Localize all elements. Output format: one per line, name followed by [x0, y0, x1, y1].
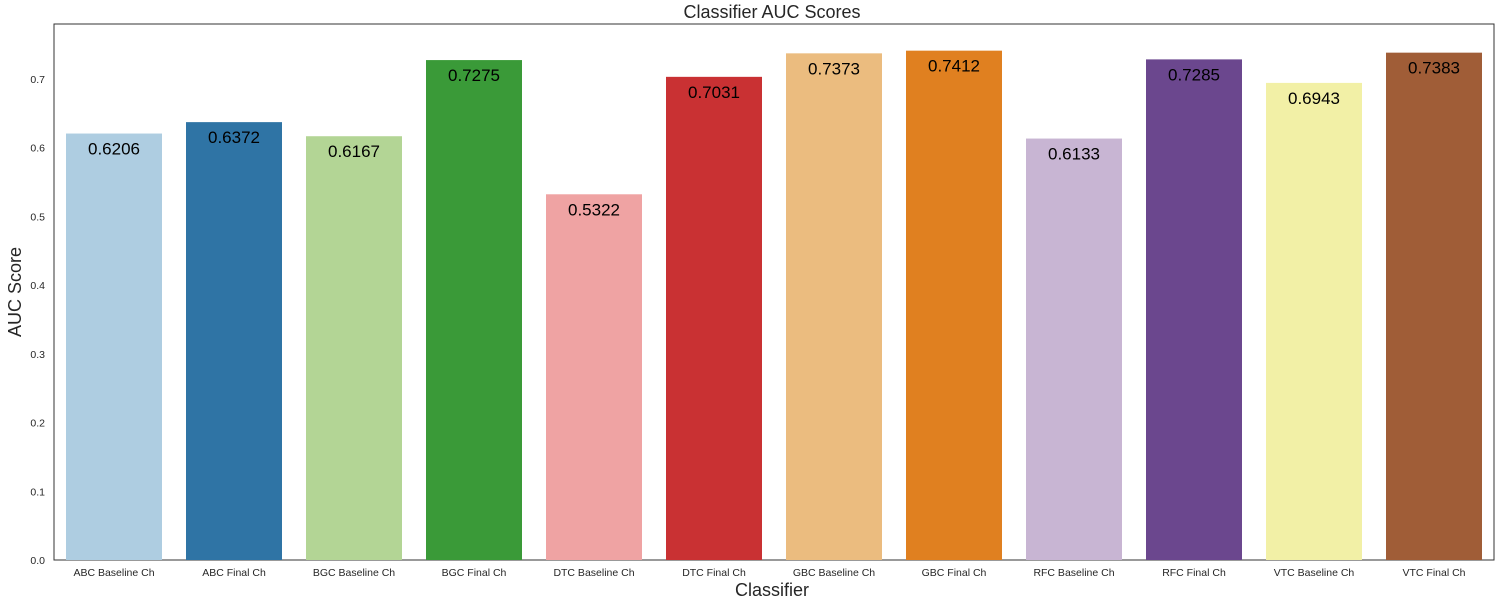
data-labels-group: 0.6206 0.6372 0.6167 0.7275 0.5322 0.7031 0.73…	[88, 57, 1460, 220]
bar-value-label: 0.7285	[1168, 65, 1220, 84]
y-tick-label: 0.6	[30, 143, 45, 155]
bars-group	[66, 50, 1482, 561]
bar	[426, 60, 522, 560]
y-tick-label: 0.2	[30, 418, 45, 430]
x-tick-label: VTC Final Ch	[1402, 567, 1465, 579]
bar-value-label: 0.7275	[448, 66, 500, 85]
chart-title: Classifier AUC Scores	[683, 2, 860, 22]
x-tick-label: DTC Baseline Ch	[553, 567, 634, 579]
x-tick-label: GBC Baseline Ch	[793, 567, 875, 579]
bar	[186, 122, 282, 560]
bar	[1386, 52, 1482, 560]
bar	[1146, 59, 1242, 561]
bar-value-label: 0.5322	[568, 200, 620, 219]
bar	[1266, 82, 1362, 560]
x-axis-label: Classifier	[735, 580, 809, 600]
x-tick-label: ABC Final Ch	[202, 567, 266, 579]
x-tick-label: BGC Baseline Ch	[313, 567, 395, 579]
plot-frame	[53, 23, 1495, 561]
bar	[546, 194, 642, 560]
bar	[66, 133, 162, 560]
y-tick-label: 0.3	[30, 349, 45, 361]
bar-value-label: 0.6943	[1288, 89, 1340, 108]
bar-value-label: 0.6206	[88, 140, 140, 159]
bar-value-label: 0.7383	[1408, 59, 1460, 78]
x-tick-label: VTC Baseline Ch	[1274, 567, 1355, 579]
y-axis-label: AUC Score	[5, 247, 25, 337]
bar-value-label: 0.7031	[688, 83, 740, 102]
x-tick-label: RFC Baseline Ch	[1033, 567, 1114, 579]
y-tick-label: 0.4	[30, 280, 45, 292]
bar-value-label: 0.6372	[208, 128, 260, 147]
bar-value-label: 0.7412	[928, 57, 980, 76]
bar-value-label: 0.7373	[808, 59, 860, 78]
y-tick-label: 0.0	[30, 555, 45, 567]
bar-value-label: 0.6167	[328, 142, 380, 161]
y-axis-ticks: 0.0 0.1 0.2 0.3 0.4 0.5 0.6 0.7	[30, 74, 45, 567]
bar	[306, 136, 402, 560]
bar-value-label: 0.6133	[1048, 145, 1100, 164]
x-tick-label: GBC Final Ch	[922, 567, 987, 579]
bar	[786, 53, 882, 561]
y-tick-label: 0.5	[30, 211, 45, 223]
bar	[906, 50, 1002, 560]
y-tick-label: 0.7	[30, 74, 45, 86]
bar	[1026, 138, 1122, 560]
x-axis-ticks: ABC Baseline Ch ABC Final Ch BGC Baseline …	[73, 567, 1465, 579]
x-tick-label: DTC Final Ch	[682, 567, 746, 579]
x-tick-label: RFC Final Ch	[1162, 567, 1226, 579]
bar	[666, 76, 762, 560]
x-tick-label: ABC Baseline Ch	[73, 567, 154, 579]
x-tick-label: BGC Final Ch	[442, 567, 507, 579]
y-tick-label: 0.1	[30, 486, 45, 498]
